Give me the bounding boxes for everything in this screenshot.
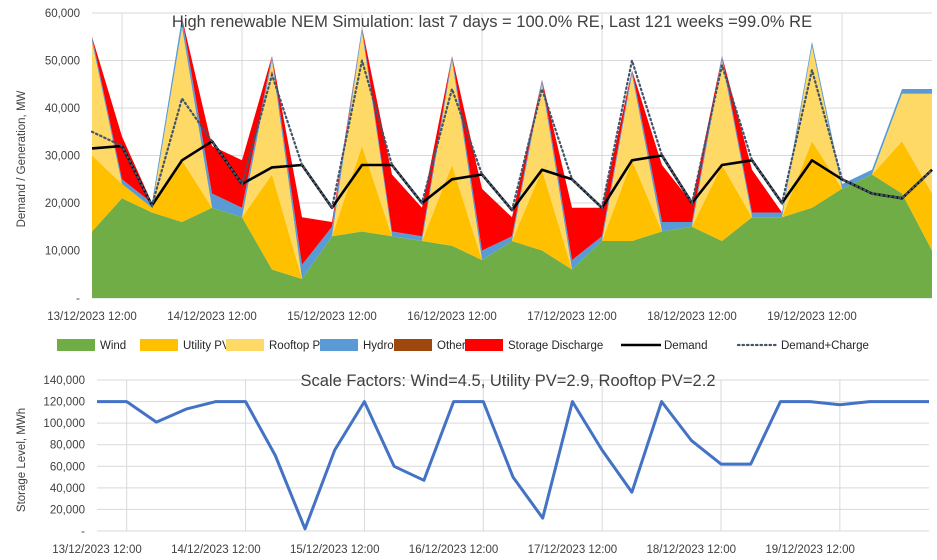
generation-y-tick-label: 30,000 (45, 151, 80, 163)
legend-label: Hydro (363, 340, 394, 352)
legend-label: Demand (664, 340, 707, 352)
area-utility-pv (92, 141, 932, 279)
generation-chart-title: High renewable NEM Simulation: last 7 da… (172, 13, 812, 31)
generation-x-tick-label: 16/12/2023 12:00 (407, 311, 497, 323)
storage-y-axis-label: Storage Level, MWh (16, 408, 28, 512)
storage-x-tick-label: 14/12/2023 12:00 (171, 544, 261, 556)
storage-x-tick-label: 15/12/2023 12:00 (290, 544, 380, 556)
storage-y-tick-label: 80,000 (50, 440, 85, 452)
generation-y-tick-label: 50,000 (45, 56, 80, 68)
legend-label: Storage Discharge (508, 340, 603, 352)
storage-y-tick-label: 60,000 (50, 461, 85, 473)
generation-x-tick-label: 19/12/2023 12:00 (767, 311, 857, 323)
generation-y-tick-label: - (76, 293, 80, 305)
legend-swatch (226, 339, 264, 351)
generation-x-tick-label: 13/12/2023 12:00 (47, 311, 137, 323)
line-demand-charge (90, 56, 934, 213)
generation-x-tick-label: 18/12/2023 12:00 (647, 311, 737, 323)
legend-item-hydro: Hydro (320, 339, 394, 352)
storage-y-tick-label: - (81, 526, 85, 538)
legend-label: Utility PV (183, 340, 230, 352)
storage-y-tick-label: 20,000 (50, 504, 85, 516)
storage-x-tick-labels: 13/12/2023 12:00 14/12/2023 12:00 15/12/20… (52, 544, 855, 556)
generation-chart: - 10,000 20,000 30,000 40,000 50,000 60,000 13… (16, 8, 934, 323)
legend-item-demand: Demand (621, 340, 707, 352)
storage-x-tick-label: 17/12/2023 12:00 (528, 544, 618, 556)
generation-x-tick-label: 14/12/2023 12:00 (167, 311, 257, 323)
generation-y-tick-labels: - 10,000 20,000 30,000 40,000 50,000 60,000 (45, 8, 80, 305)
legend-swatch (394, 339, 432, 351)
line-storage-level (97, 400, 929, 531)
legend-item-demand-charge: Demand+Charge (736, 340, 869, 352)
storage-chart: - 20,000 40,000 60,000 80,000 100,000 120,000 1… (16, 372, 929, 556)
generation-stacked-areas (92, 17, 932, 298)
storage-y-tick-label: 40,000 (50, 483, 85, 495)
generation-x-tick-label: 17/12/2023 12:00 (527, 311, 617, 323)
storage-level-line (97, 400, 929, 531)
legend-swatch (320, 339, 358, 351)
legend-item-utility-pv: Utility PV (140, 339, 230, 352)
storage-y-tick-label: 140,000 (43, 375, 85, 387)
generation-y-tick-label: 10,000 (45, 246, 80, 258)
legend-item-other: Other (394, 339, 466, 352)
legend-label: Other (437, 340, 466, 352)
generation-y-tick-label: 40,000 (45, 103, 80, 115)
storage-x-tick-label: 13/12/2023 12:00 (52, 544, 142, 556)
storage-x-tick-label: 16/12/2023 12:00 (409, 544, 499, 556)
legend-swatch (57, 339, 95, 351)
area-rooftop-pv (92, 27, 932, 279)
legend-swatch (140, 339, 178, 351)
legend-label: Rooftop PV (269, 340, 328, 352)
legend-label: Wind (100, 340, 126, 352)
legend-item-storage-discharge: Storage Discharge (465, 339, 603, 352)
storage-x-tick-label: 18/12/2023 12:00 (647, 544, 737, 556)
generation-y-tick-label: 60,000 (45, 8, 80, 20)
legend: Wind Utility PV Rooftop PV Hydro Other Storag… (57, 339, 869, 352)
legend-item-wind: Wind (57, 339, 126, 352)
storage-y-tick-label: 100,000 (43, 418, 85, 430)
legend-label: Demand+Charge (781, 340, 869, 352)
generation-x-tick-labels: 13/12/2023 12:00 14/12/2023 12:00 15/12/20… (47, 311, 857, 323)
legend-swatch (465, 339, 503, 351)
area-wind (92, 174, 932, 298)
generation-demand-lines (90, 56, 934, 213)
storage-y-tick-label: 120,000 (43, 397, 85, 409)
storage-y-tick-labels: - 20,000 40,000 60,000 80,000 100,000 120,000 1… (43, 375, 85, 538)
storage-chart-title: Scale Factors: Wind=4.5, Utility PV=2.9,… (301, 372, 716, 390)
legend-item-rooftop-pv: Rooftop PV (226, 339, 328, 352)
generation-y-tick-label: 20,000 (45, 198, 80, 210)
storage-x-tick-label: 19/12/2023 12:00 (765, 544, 855, 556)
generation-y-axis-label: Demand / Generation, MW (16, 90, 28, 227)
generation-x-tick-label: 15/12/2023 12:00 (287, 311, 377, 323)
